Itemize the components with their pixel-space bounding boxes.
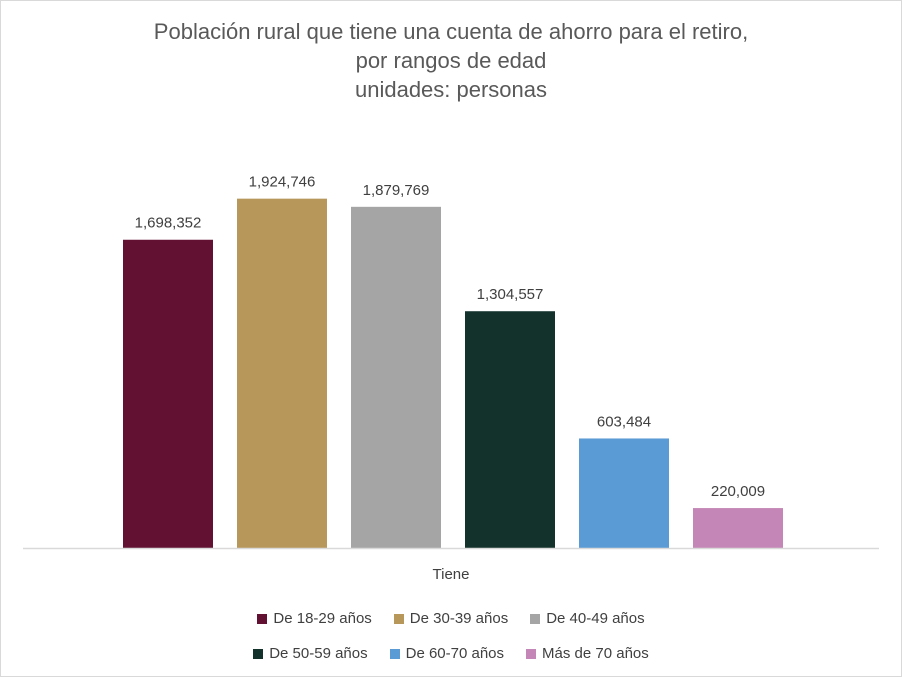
bar-4 [465, 311, 555, 548]
legend-label: De 60-70 años [405, 645, 505, 662]
chart-title-line-2: por rangos de edad [355, 48, 547, 73]
data-label-1: 1,698,352 [135, 215, 202, 232]
legend-item: De 50-59 años [253, 645, 368, 662]
legend-swatch [253, 648, 264, 659]
bar-6 [693, 508, 783, 548]
legend-item: Más de 70 años [526, 645, 649, 662]
data-label-4: 1,304,557 [477, 286, 544, 303]
data-label-6: 220,009 [711, 483, 765, 500]
legend-label: De 50-59 años [269, 645, 368, 662]
legend: De 18-29 años De 30-39 años De 40-49 años … [1, 601, 901, 671]
legend-label: De 18-29 años [273, 610, 372, 627]
legend-item: De 18-29 años [257, 610, 372, 627]
legend-swatch [393, 613, 404, 624]
data-label-5: 603,484 [597, 413, 651, 430]
legend-label: De 40-49 años [546, 610, 645, 627]
legend-swatch [526, 648, 537, 659]
legend-swatch [257, 613, 268, 624]
legend-label: Más de 70 años [542, 645, 649, 662]
legend-label: De 30-39 años [409, 610, 509, 627]
legend-swatch [530, 613, 541, 624]
legend-row: De 50-59 años De 60-70 años Más de 70 años [1, 636, 901, 671]
data-label-2: 1,924,746 [249, 174, 316, 191]
legend-item: De 30-39 años [393, 610, 509, 627]
bar-3 [351, 206, 441, 548]
data-label-3: 1,879,769 [363, 182, 430, 199]
chart-title-line-1: Población rural que tiene una cuenta de … [153, 19, 749, 44]
legend-row: De 18-29 años De 30-39 años De 40-49 años [1, 601, 901, 636]
plot-area: 1,698,352 1,924,746 1,879,769 1,304,557 603,… [23, 174, 879, 583]
bar-2 [237, 198, 327, 548]
legend-item: De 60-70 años [389, 645, 505, 662]
bar-1 [123, 239, 213, 548]
bar-5 [579, 438, 669, 548]
legend-item: De 40-49 años [530, 610, 645, 627]
legend-swatch [389, 648, 400, 659]
x-axis-category-label: Tiene [433, 566, 470, 583]
chart-title-line-3: unidades: personas [354, 77, 548, 102]
chart-title: Población rural que tiene una cuenta de … [1, 17, 901, 104]
